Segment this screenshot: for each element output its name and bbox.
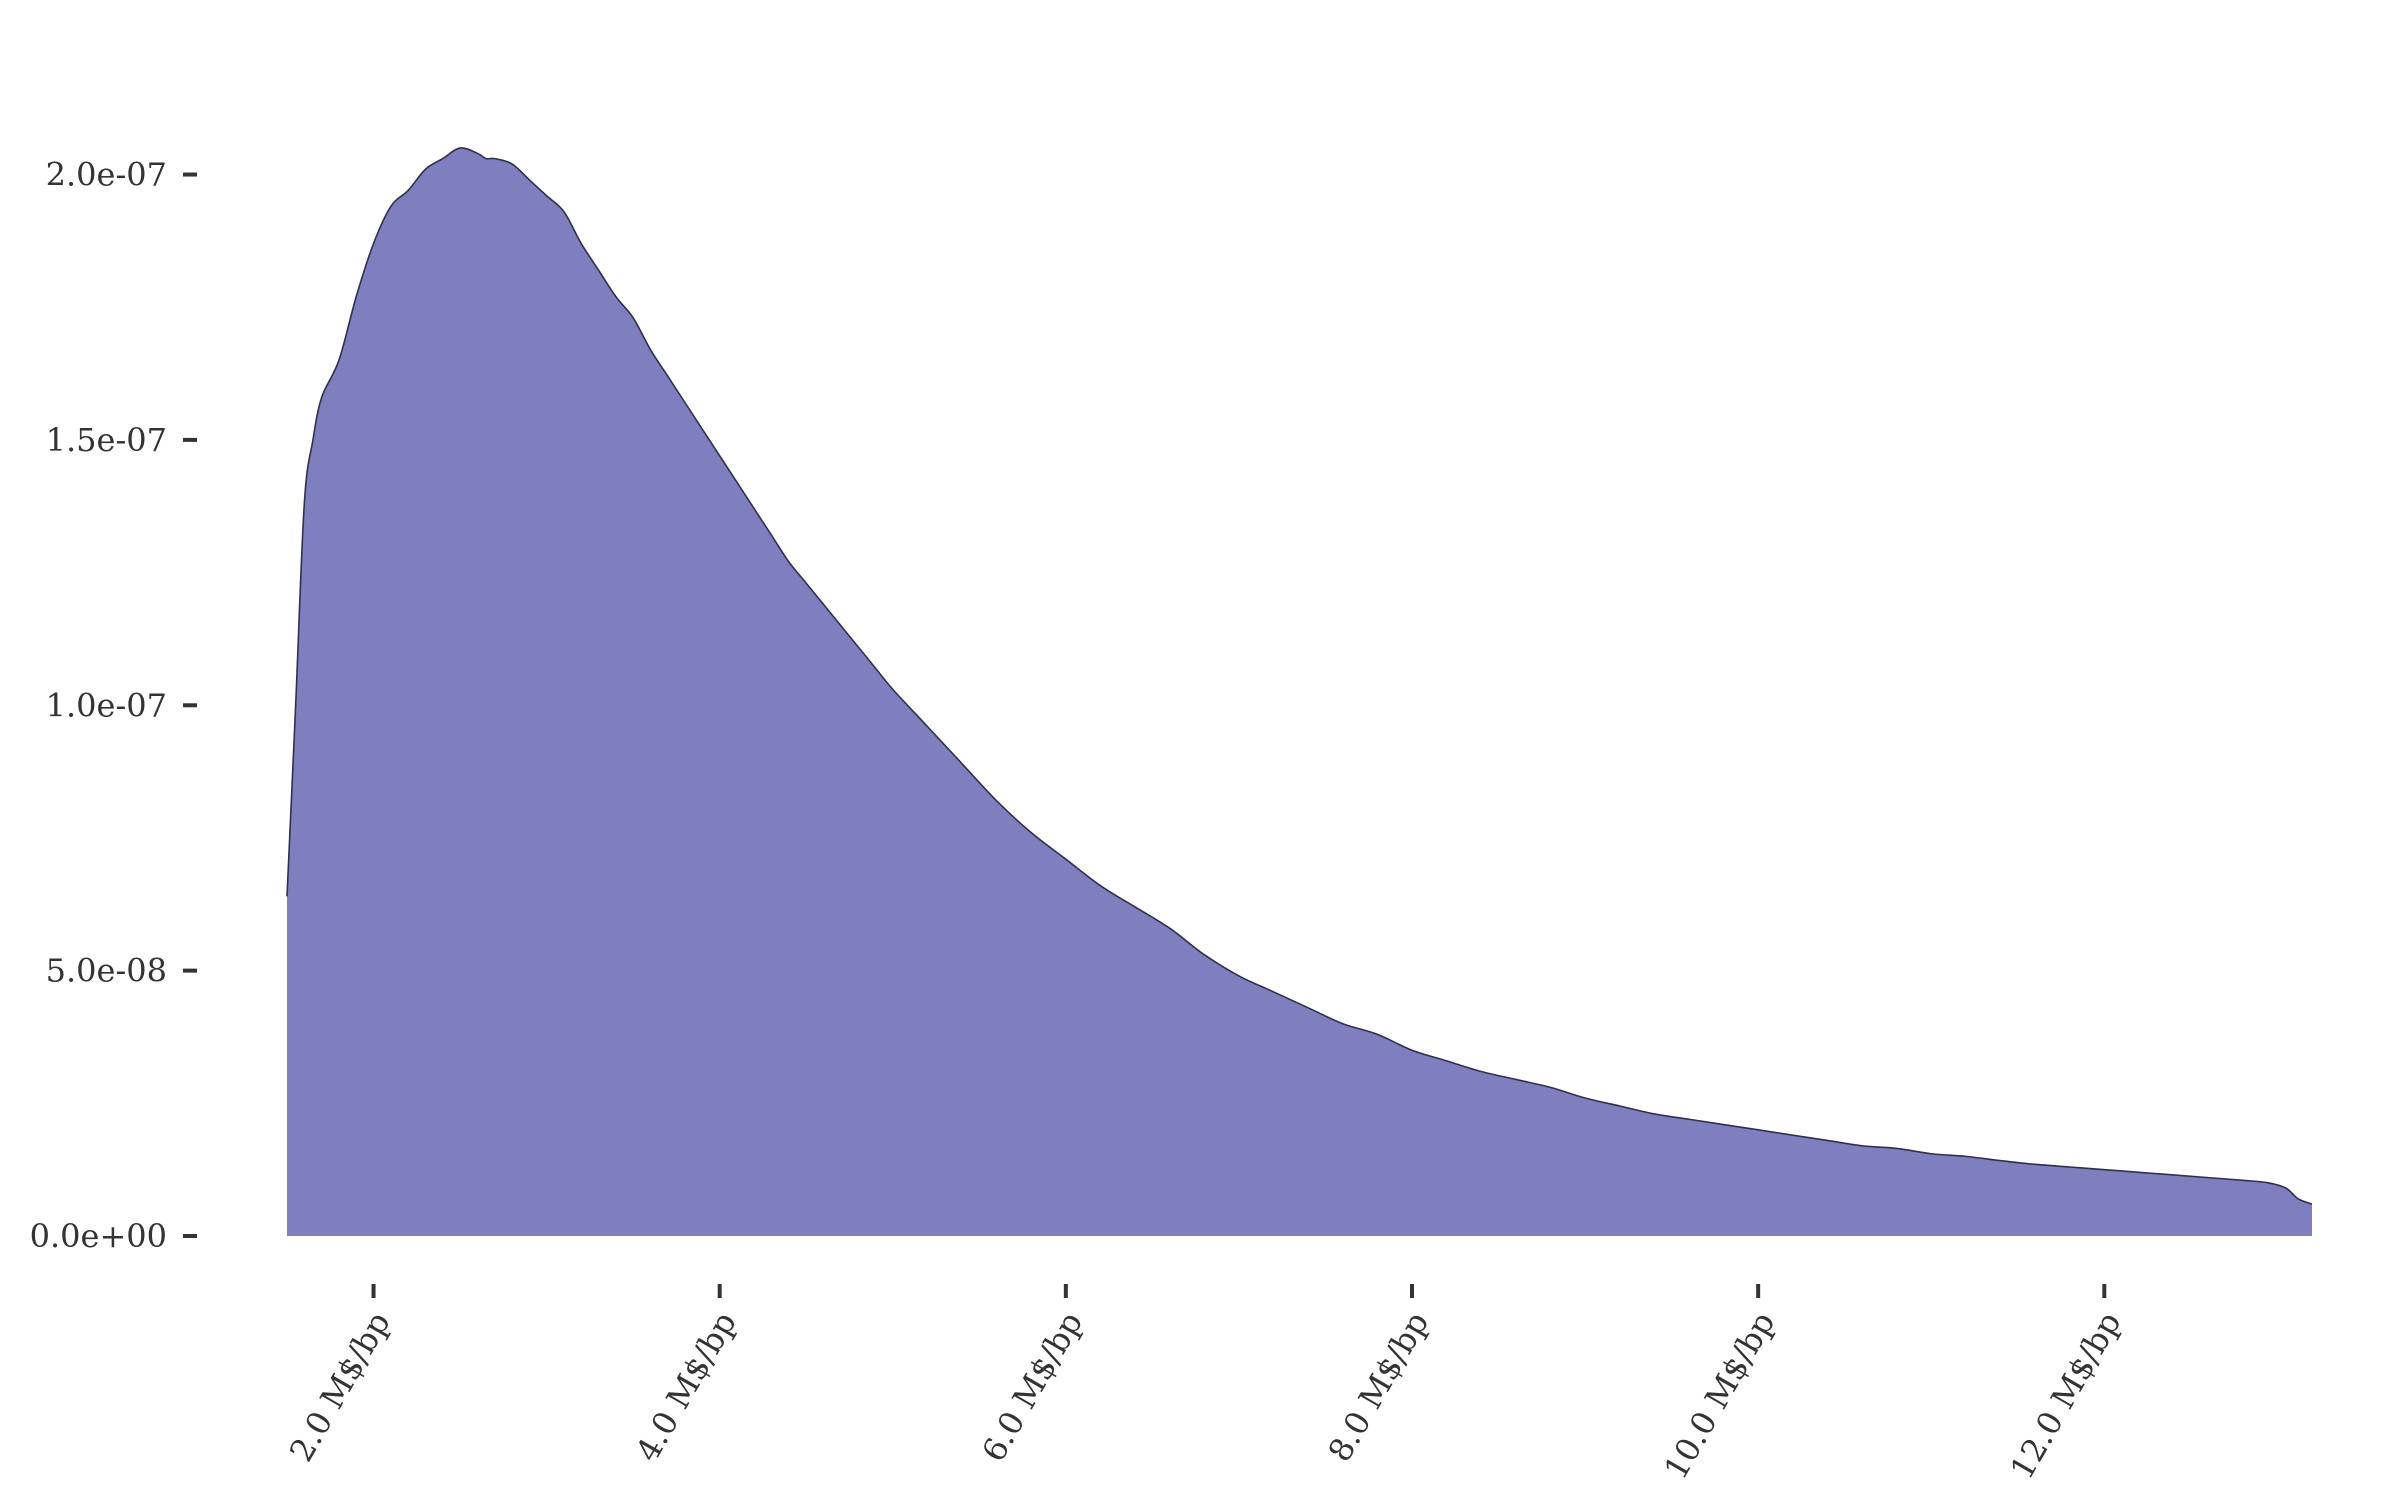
y-axis: 0.0e+00 5.0e-08 1.0e-07 1.5e-07 2.0e-07: [30, 156, 197, 1255]
x-tick-label: 6.0 M$/bp: [974, 1305, 1090, 1468]
y-tick-label: 5.0e-08: [46, 952, 167, 990]
x-tick-label: 12.0 M$/bp: [2003, 1305, 2129, 1485]
x-tick-label: 8.0 M$/bp: [1320, 1305, 1436, 1468]
x-tick-label: 2.0 M$/bp: [282, 1305, 398, 1468]
x-tick-label: 10.0 M$/bp: [1656, 1305, 1782, 1485]
plot-area: [286, 147, 2313, 1236]
x-tick-label: 4.0 M$/bp: [628, 1305, 744, 1468]
y-tick-label: 0.0e+00: [30, 1217, 167, 1255]
x-axis: 2.0 M$/bp 4.0 M$/bp 6.0 M$/bp 8.0 M$/bp 10.0…: [282, 1284, 2129, 1486]
density-area: [287, 147, 2312, 1236]
y-tick-label: 1.5e-07: [46, 421, 167, 459]
y-tick-label: 2.0e-07: [46, 156, 167, 194]
density-curve: [286, 147, 2313, 1205]
y-tick-label: 1.0e-07: [46, 686, 167, 724]
